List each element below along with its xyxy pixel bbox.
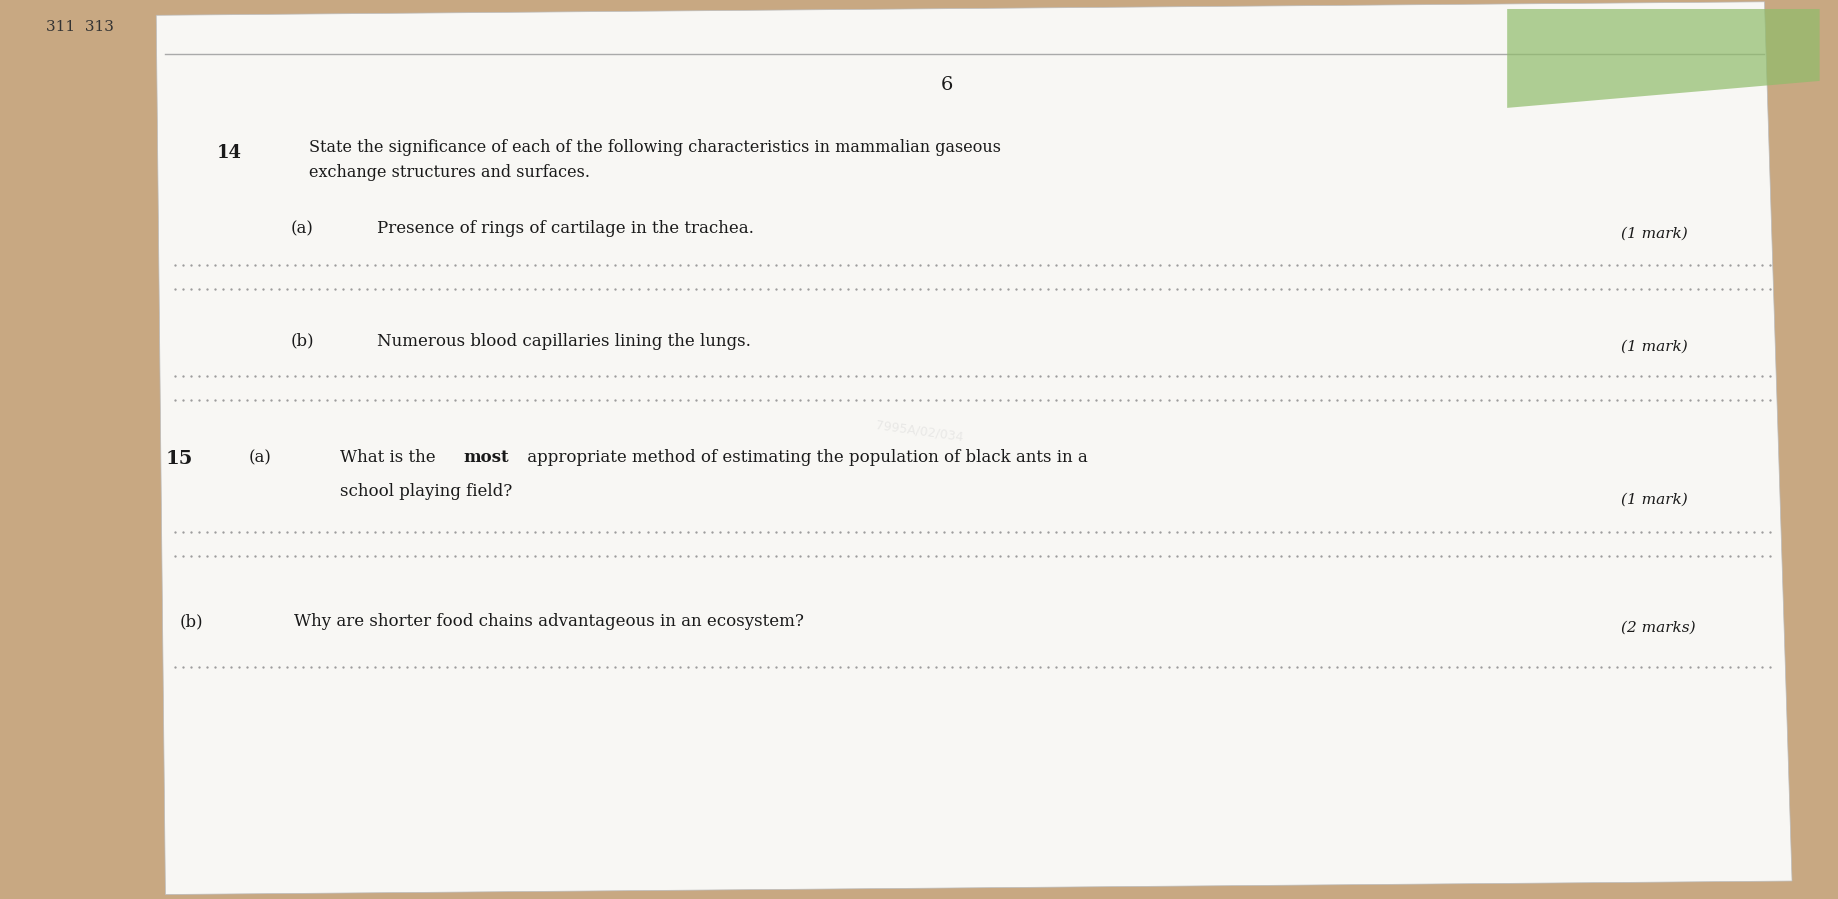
Text: Numerous blood capillaries lining the lungs.: Numerous blood capillaries lining the lu… [377,333,750,350]
Text: Presence of rings of cartilage in the trachea.: Presence of rings of cartilage in the tr… [377,220,754,237]
Text: (1 mark): (1 mark) [1621,340,1687,354]
Text: (a): (a) [290,220,312,237]
Text: 7995A/02/034: 7995A/02/034 [875,419,963,444]
Text: Why are shorter food chains advantageous in an ecosystem?: Why are shorter food chains advantageous… [294,613,803,630]
Text: (a): (a) [248,450,270,467]
Text: What is the: What is the [340,450,441,467]
Text: 15: 15 [165,450,193,467]
Text: most: most [463,450,509,467]
Polygon shape [156,2,1792,895]
Text: (b): (b) [180,613,204,630]
Text: 311  313: 311 313 [46,21,114,34]
Text: (b): (b) [290,333,314,350]
Text: 14: 14 [217,144,243,162]
Text: (2 marks): (2 marks) [1621,620,1696,635]
Text: (1 mark): (1 mark) [1621,227,1687,241]
Polygon shape [1507,9,1820,108]
Text: State the significance of each of the following characteristics in mammalian gas: State the significance of each of the fo… [309,139,1000,181]
Text: 6: 6 [941,76,952,94]
Text: appropriate method of estimating the population of black ants in a: appropriate method of estimating the pop… [522,450,1088,467]
Text: school playing field?: school playing field? [340,483,513,500]
Text: (1 mark): (1 mark) [1621,493,1687,507]
